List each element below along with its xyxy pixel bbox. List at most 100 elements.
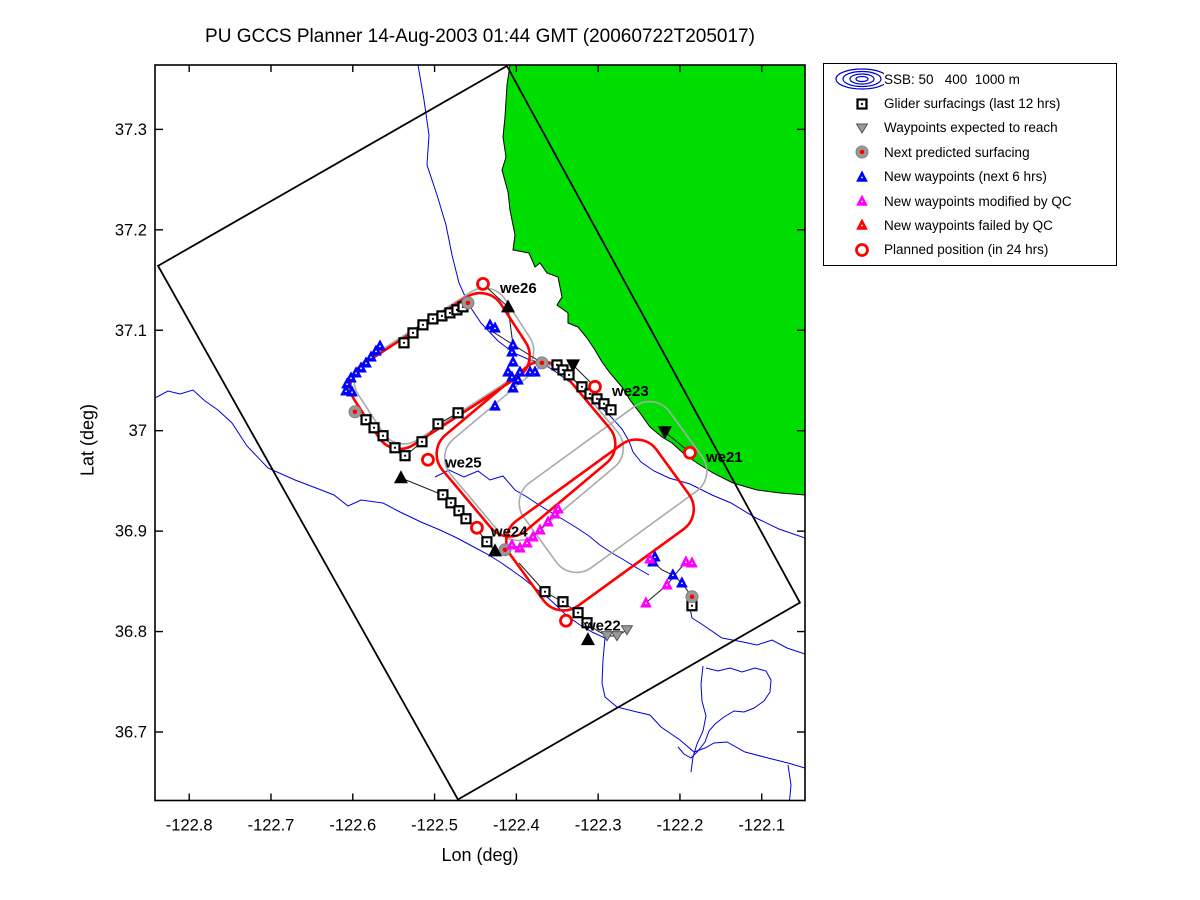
legend-entry-label: Waypoints expected to reach [884,120,1058,136]
qc-modified-waypoints-layer [506,502,698,608]
x-tick-label: -122.2 [657,817,704,835]
glider-surfacings-marker [445,497,457,509]
new-waypoints-layer [340,318,688,588]
glider-surfacings-marker [572,607,584,619]
next-surfacing-icon-marker [855,145,869,159]
next-predicted-surfacing-marker [461,296,475,310]
glider-surfacings-marker [398,337,410,349]
bathymetry-contour [687,597,805,655]
y-tick-label: 37 [129,422,147,440]
glider-surfacings-marker [368,422,380,434]
waypoint-label-we21: we21 [705,449,743,466]
new-waypoints-marker [365,350,377,362]
new-waypoints-marker [506,345,518,357]
glider-surfacings-marker [581,617,593,629]
glider-surfacings-marker [460,513,472,525]
glider-surfacings-marker [539,586,551,598]
planned-positions-marker [470,520,484,535]
legend-entry-planned-position: Planned position (in 24 hrs) [824,239,1116,261]
next-predicted-surfacing-marker [685,590,699,604]
waypoint-label-we22: we22 [583,618,621,635]
legend-entry-next-surfacing: Next predicted surfacing [824,141,1116,163]
waypoints-expected-marker [600,631,614,642]
next-predicted-surfacing-layer [348,296,699,604]
current-waypoints-layer [393,299,595,646]
y-tick-label: 37.3 [115,121,147,139]
bathymetry-contour [690,665,707,773]
waypoints-expected-layer [600,625,634,642]
legend-entry-label: Planned position (in 24 hrs) [884,242,1049,258]
planned-position-icon [855,242,869,257]
new-waypoints-marker [370,344,382,356]
y-tick-label: 36.9 [115,523,147,541]
axes: -122.8 -122.7 -122.6 -122.5 -122.4 -122.3 -122… [115,64,806,835]
new-waypoints-marker [529,365,541,377]
glider-surfacings-marker [360,414,372,426]
x-tick-label: -122.7 [248,817,295,835]
glider-surfacings-marker [427,313,439,325]
y-axis-label: Lat (deg) [77,403,98,477]
current-waypoints-marker [580,632,595,646]
current-waypoints-marker [488,543,503,557]
planned-positions-marker [476,276,490,291]
glider-surfacings-layer [360,301,698,629]
new-waypoints-icon-marker [856,170,868,182]
current-waypoints-marker [393,470,408,484]
legend-entry-label: New waypoints modified by QC [884,193,1072,209]
glider-surfacings-marker [437,489,449,501]
y-tick-label: 36.8 [115,623,147,641]
glider-surfacings-icon-marker [856,97,868,110]
waypoints-expected-marker [610,631,624,642]
legend-entry-label: Next predicted surfacing [884,144,1030,160]
new-waypoints-marker [666,568,679,580]
glider-surfacings-marker [432,418,444,430]
new-waypoints-marker [360,356,372,368]
new-waypoints-icon [856,170,868,182]
x-tick-label: -122.1 [738,817,785,835]
legend-entry-new-waypoints: New waypoints (next 6 hrs) [824,166,1116,188]
glider-surfacings-marker [453,505,465,517]
planned-positions-marker [421,452,435,467]
waypoints-expected-icon [855,123,869,134]
current-waypoints-marker [501,299,516,313]
qc-modified-waypoints-marker [640,596,652,608]
glider-surfacings-marker [605,404,617,416]
x-axis-label: Lon (deg) [441,845,519,865]
glider-surfacings-marker [417,319,429,331]
qc-modified-waypoints-marker [552,502,564,514]
waypoint-label-we26: we26 [499,280,537,297]
glider-surfacings-marker [563,369,575,381]
legend-entry-label: New waypoints failed by QC [884,217,1053,233]
heading-waypoints-marker [566,359,581,373]
new-waypoints-marker [507,355,519,367]
glider-track-line [572,364,594,386]
y-tick-label: 37.2 [115,221,147,239]
planned-positions-marker [559,613,573,628]
new-waypoints-marker [346,385,358,397]
x-tick-label: -122.5 [411,817,458,835]
glider-track-line [664,431,689,452]
glider-surfacings-marker [389,442,401,454]
glider-surfacings-marker [452,407,464,419]
qc-modified-icon-marker [856,194,868,206]
waypoint-label-we23: we23 [611,383,649,400]
qc-modified-waypoints-marker [542,515,554,527]
ssb-icon-marker [835,68,884,90]
qc-modified-icon [856,194,868,206]
operations-area-box [156,65,802,801]
glider-surfacings-marker [576,381,588,393]
previous-plan-track [518,400,708,574]
planned-positions-layer [421,276,697,628]
waypoint-label-we25: we25 [444,455,482,472]
qc-failed-icon-marker [856,218,868,231]
ssb-icon [835,68,884,90]
y-tick-label: 36.7 [115,724,147,742]
legend-entry-glider-surfacings: Glider surfacings (last 12 hrs) [824,93,1116,115]
figure-title: PU GCCS Planner 14-Aug-2003 01:44 GMT (2… [205,26,755,47]
new-waypoints-marker [350,366,362,378]
planned-positions-marker [683,445,697,460]
qc-modified-waypoints-marker [644,552,656,564]
new-waypoints-marker [341,377,353,389]
bathymetry-contour [787,764,792,801]
